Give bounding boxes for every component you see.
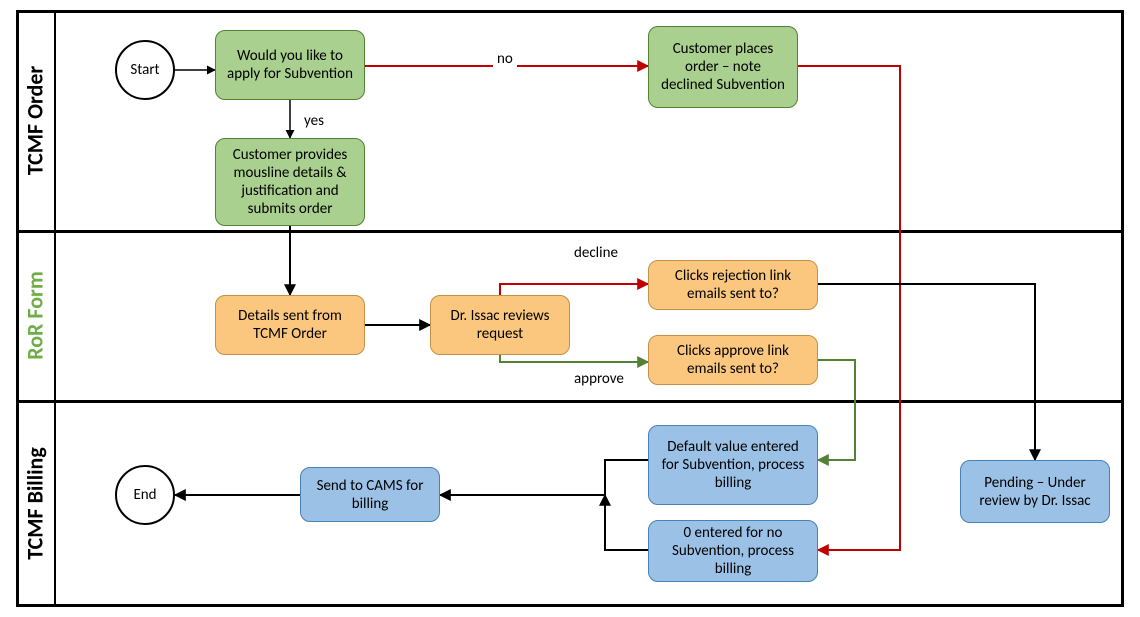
edge-zero-cams bbox=[605, 495, 648, 550]
node-zero: 0 entered for no Subvention, process bil… bbox=[648, 520, 818, 582]
edge-label-review-approve: approve bbox=[570, 370, 628, 388]
node-start: Start bbox=[115, 40, 175, 100]
node-provides: Customer provides mousline details & jus… bbox=[215, 138, 365, 226]
frame-line bbox=[1121, 10, 1124, 607]
edge-label-ask-yes: yes bbox=[300, 112, 328, 130]
lane-tcmf-billing-label: TCMF Billing bbox=[22, 424, 49, 584]
lane-ror-form-label: RoR Form bbox=[22, 236, 49, 396]
frame-line bbox=[16, 10, 19, 607]
node-review: Dr. Issac reviews request bbox=[430, 295, 570, 355]
node-pending: Pending – Under review by Dr. Issac bbox=[960, 460, 1110, 523]
flowchart-canvas: TCMF Order RoR Form TCMF Billing no yes decli… bbox=[0, 0, 1140, 617]
edge-label-ask-no: no bbox=[493, 50, 517, 68]
node-details: Details sent from TCMF Order bbox=[215, 295, 365, 355]
edge-default-cams bbox=[440, 460, 648, 495]
node-default: Default value entered for Subvention, pr… bbox=[648, 425, 818, 505]
edge-layer bbox=[0, 0, 1140, 617]
frame-line bbox=[16, 604, 1124, 607]
node-cams: Send to CAMS for billing bbox=[300, 467, 440, 522]
node-approve: Clicks approve link emails sent to? bbox=[648, 335, 818, 385]
edge-approve-default bbox=[818, 360, 855, 460]
edge-label-review-reject: decline bbox=[570, 244, 622, 262]
frame-line bbox=[54, 10, 56, 607]
node-ask: Would you like to apply for Subvention bbox=[215, 30, 365, 100]
frame-line bbox=[16, 400, 1124, 403]
node-end: End bbox=[115, 465, 175, 525]
edge-review-approve bbox=[500, 355, 648, 362]
node-reject: Clicks rejection link emails sent to? bbox=[648, 260, 818, 310]
node-declined: Customer places order – note declined Su… bbox=[648, 26, 798, 108]
edge-reject-pending bbox=[818, 284, 1035, 460]
edge-review-reject bbox=[500, 284, 648, 295]
frame-line bbox=[16, 10, 1124, 13]
lane-tcmf-order-label: TCMF Order bbox=[22, 41, 49, 201]
frame-line bbox=[16, 230, 1124, 233]
